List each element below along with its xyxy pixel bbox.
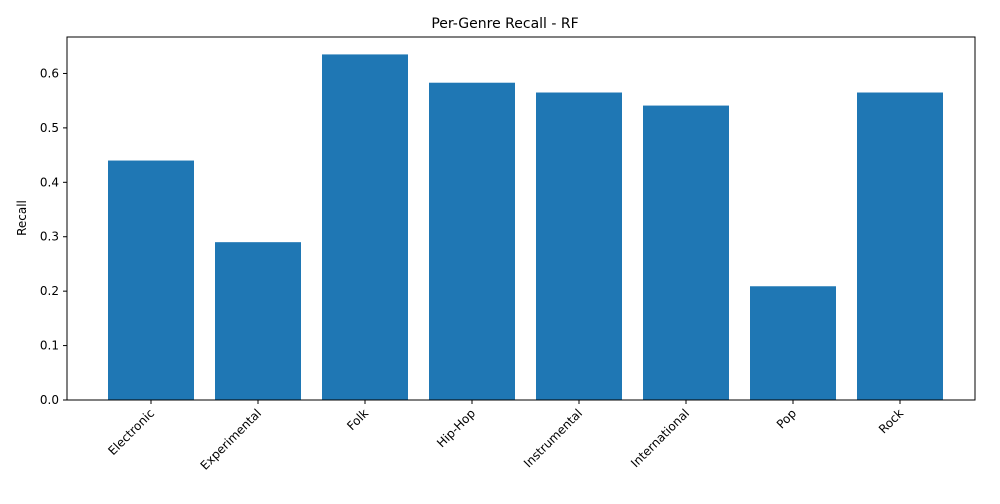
bar-pop: [750, 286, 836, 400]
bar-hip-hop: [429, 82, 515, 400]
bar-instrumental: [536, 92, 622, 401]
y-tick-label: 0.5: [40, 121, 59, 135]
x-tick-label: Rock: [876, 406, 906, 436]
bar-electronic: [108, 160, 194, 400]
y-tick-label: 0.2: [40, 284, 59, 298]
x-tick-label: International: [628, 406, 692, 470]
x-tick-label: Folk: [344, 406, 371, 433]
y-axis-ticks: 0.0 0.1 0.2 0.3 0.4 0.5 0.6: [40, 66, 67, 407]
bar-international: [643, 105, 729, 400]
plot-frame: [66, 36, 976, 401]
y-axis-label: Recall: [15, 200, 29, 236]
x-axis-ticks: Electronic Experimental Folk Hip-Hop Instrum…: [105, 400, 906, 473]
y-tick-label: 0.6: [40, 66, 59, 80]
y-tick-label: 0.3: [40, 230, 59, 244]
y-tick-label: 0.1: [40, 339, 59, 353]
x-tick-label: Electronic: [105, 406, 157, 458]
bar-folk: [322, 54, 408, 401]
y-tick-label: 0.4: [40, 175, 59, 189]
bar-experimental: [215, 242, 301, 400]
bars-group: [108, 54, 943, 401]
x-tick-label: Pop: [774, 406, 799, 431]
chart-title: Per-Genre Recall - RF: [431, 16, 578, 32]
y-tick-label: 0.0: [40, 393, 59, 407]
x-tick-label: Experimental: [198, 406, 264, 472]
bar-rock: [857, 92, 943, 401]
x-tick-label: Instrumental: [521, 406, 585, 470]
x-tick-label: Hip-Hop: [434, 406, 478, 450]
